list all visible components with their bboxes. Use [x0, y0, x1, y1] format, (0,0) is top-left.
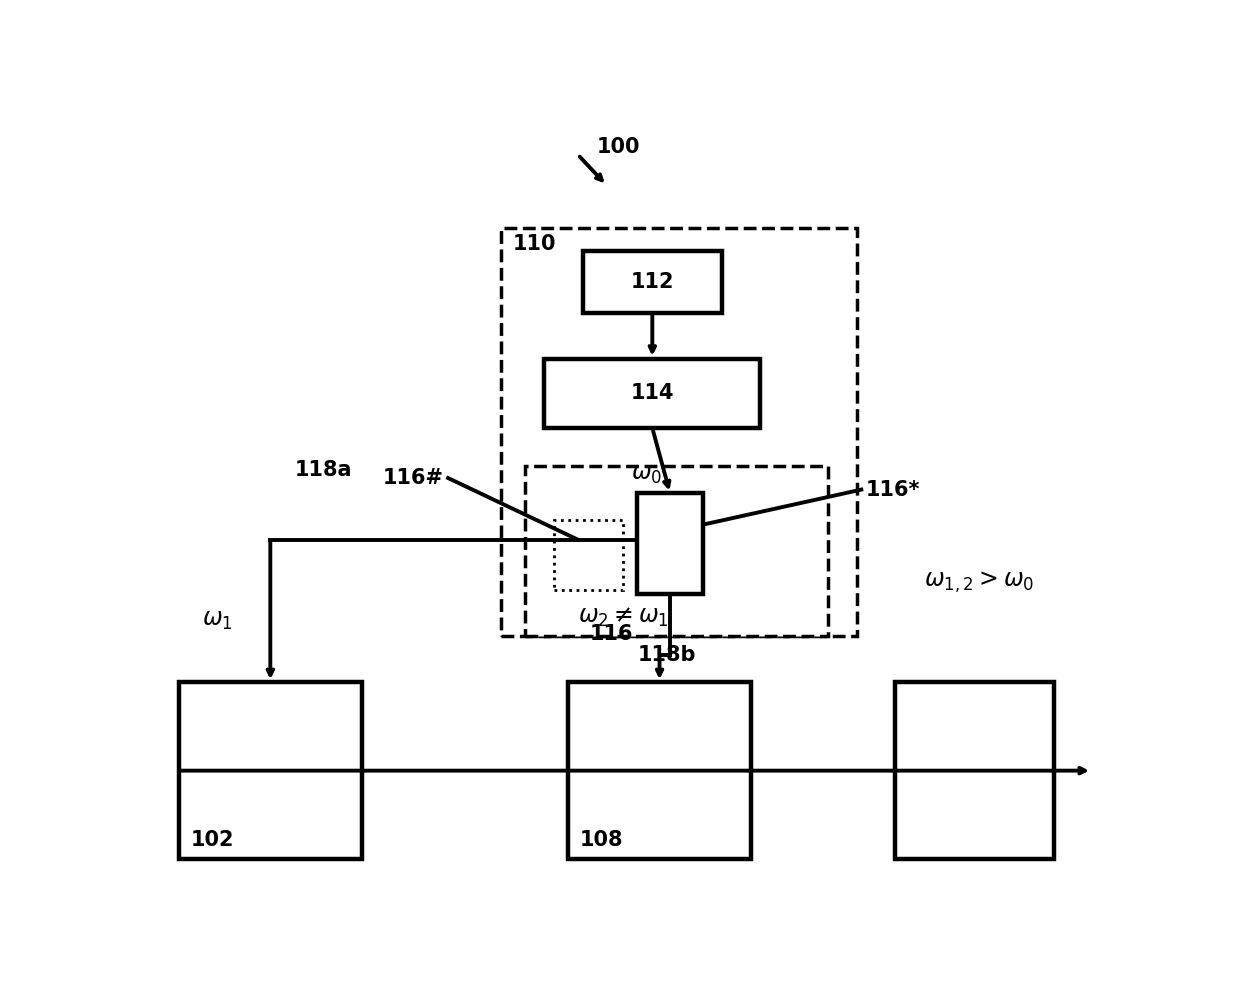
- Text: 110: 110: [512, 234, 556, 254]
- Bar: [895, 682, 1054, 859]
- Bar: [583, 251, 722, 312]
- Text: 114: 114: [631, 383, 675, 403]
- Text: 116#: 116#: [382, 468, 444, 488]
- Text: 100: 100: [596, 137, 641, 157]
- Text: 108: 108: [580, 830, 624, 850]
- Text: $\omega_1$: $\omega_1$: [202, 608, 233, 633]
- Text: 116*: 116*: [866, 480, 920, 500]
- Bar: [501, 228, 857, 636]
- Bar: [525, 466, 828, 636]
- Bar: [179, 682, 362, 859]
- Bar: [544, 359, 760, 428]
- Text: $\omega_0$: $\omega_0$: [631, 462, 662, 486]
- Text: $\omega_2 \neq \omega_1$: $\omega_2 \neq \omega_1$: [578, 605, 668, 629]
- Bar: [568, 682, 751, 859]
- Text: 112: 112: [631, 272, 675, 292]
- Bar: [637, 493, 703, 594]
- Text: 118b: 118b: [637, 645, 696, 665]
- Text: 118a: 118a: [294, 460, 352, 480]
- Bar: [554, 520, 622, 590]
- Text: 102: 102: [191, 830, 234, 850]
- Text: 116: 116: [589, 624, 632, 644]
- Text: $\omega_{1,2} > \omega_0$: $\omega_{1,2} > \omega_0$: [924, 569, 1034, 595]
